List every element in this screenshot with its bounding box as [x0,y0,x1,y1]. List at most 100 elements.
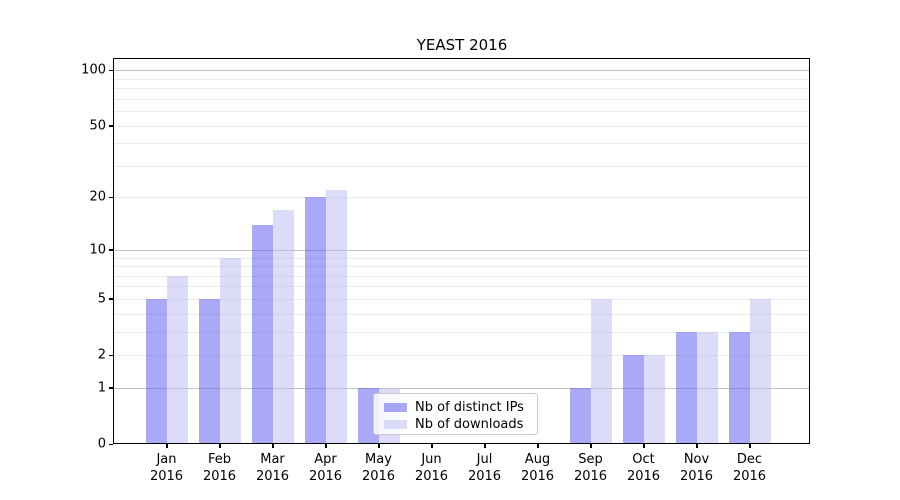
bar-downloads-dec [749,298,771,444]
ytick-label-100: 100 [81,62,106,78]
xtick-label-aug: Aug 2016 [508,451,568,485]
xtick-mark-dec [749,444,751,448]
xtick-month: Feb [207,452,232,467]
xtick-mark-feb [219,444,221,448]
bar-distinct-ips-apr [304,197,326,444]
ytick-label-1: 1 [97,380,106,396]
legend-row-distinct-ips: Nb of distinct IPs [384,399,537,416]
bar-distinct-ips-jan [145,298,167,444]
ytick-label-0: 0 [97,436,106,452]
xtick-label-oct: Oct 2016 [614,451,674,485]
gridline-major-10 [114,249,810,251]
xtick-mark-jul [484,444,486,448]
xtick-mark-jan [166,444,168,448]
xtick-label-jan: Jan 2016 [137,451,197,485]
xtick-mark-apr [325,444,327,448]
gridline-minor-80 [114,88,810,90]
bar-distinct-ips-nov [675,331,697,444]
bar-downloads-apr [325,190,347,444]
xtick-label-jul: Jul 2016 [455,451,515,485]
xtick-mark-sep [590,444,592,448]
gridline-minor-5 [114,298,810,300]
xtick-mark-mar [272,444,274,448]
gridline-minor-30 [114,165,810,167]
gridline-major-100 [114,70,810,72]
xtick-label-apr: Apr 2016 [296,451,356,485]
xtick-month: Mar [260,452,285,467]
bar-downloads-oct [643,355,665,444]
xtick-year: 2016 [255,469,290,484]
ytick-label-20: 20 [89,189,106,205]
bar-distinct-ips-dec [728,331,750,444]
xtick-month: Nov [683,452,710,467]
ytick-mark-20 [109,196,113,199]
xtick-mark-aug [537,444,539,448]
bar-downloads-jan [166,275,188,444]
xtick-month: Aug [524,452,551,467]
xtick-month: Jan [156,452,177,467]
xtick-year: 2016 [573,469,608,484]
ytick-label-5: 5 [97,291,106,307]
xtick-year: 2016 [732,469,767,484]
plot-area [114,59,810,444]
xtick-label-dec: Dec 2016 [720,451,780,485]
xtick-month: Sep [578,452,603,467]
bar-downloads-sep [590,298,612,444]
xtick-label-mar: Mar 2016 [243,451,303,485]
ytick-mark-5 [109,298,113,300]
gridline-minor-2 [114,355,810,357]
gridline-minor-6 [114,286,810,288]
ytick-mark-100 [109,69,113,72]
gridline-minor-50 [114,125,810,127]
gridline-minor-7 [114,275,810,277]
legend-label: Nb of distinct IPs [415,400,524,415]
legend-row-downloads: Nb of downloads [384,416,537,433]
xtick-month: Apr [314,452,337,467]
xtick-label-feb: Feb 2016 [190,451,250,485]
bar-distinct-ips-feb [198,298,220,444]
xtick-year: 2016 [414,469,449,484]
bar-distinct-ips-oct [622,355,644,444]
xtick-month: Jun [421,452,442,467]
bar-downloads-mar [272,209,294,444]
gridline-minor-3 [114,331,810,333]
xtick-month: May [365,452,392,467]
xtick-year: 2016 [149,469,184,484]
xtick-year: 2016 [361,469,396,484]
xtick-label-nov: Nov 2016 [667,451,727,485]
gridline-minor-70 [114,98,810,100]
legend-patch-distinct-ips [384,403,407,412]
legend: Nb of distinct IPs Nb of downloads [373,393,538,435]
gridline-minor-40 [114,143,810,145]
bar-downloads-feb [219,257,241,444]
xtick-year: 2016 [202,469,237,484]
ytick-label-50: 50 [89,118,106,134]
xtick-mark-nov [696,444,698,448]
xtick-year: 2016 [308,469,343,484]
ytick-mark-10 [109,249,113,251]
ytick-mark-0 [109,443,113,445]
gridline-minor-60 [114,111,810,113]
chart-title: YEAST 2016 [416,36,508,54]
gridline-minor-90 [114,78,810,80]
bar-distinct-ips-mar [251,224,273,444]
gridline-minor-20 [114,197,810,199]
xtick-month: Oct [632,452,655,467]
gridline-minor-4 [114,313,810,315]
xtick-year: 2016 [467,469,502,484]
legend-patch-downloads [384,420,407,429]
ytick-mark-50 [109,125,113,127]
xtick-mark-oct [643,444,645,448]
gridline-major-1 [114,387,810,389]
gridline-minor-9 [114,257,810,259]
xtick-year: 2016 [679,469,714,484]
xtick-label-jun: Jun 2016 [402,451,462,485]
xtick-label-may: May 2016 [349,451,409,485]
xtick-month: Jul [476,452,493,467]
gridline-minor-8 [114,266,810,268]
xtick-mark-may [378,444,380,448]
ytick-mark-2 [109,354,113,357]
ytick-mark-1 [109,387,113,389]
xtick-year: 2016 [626,469,661,484]
